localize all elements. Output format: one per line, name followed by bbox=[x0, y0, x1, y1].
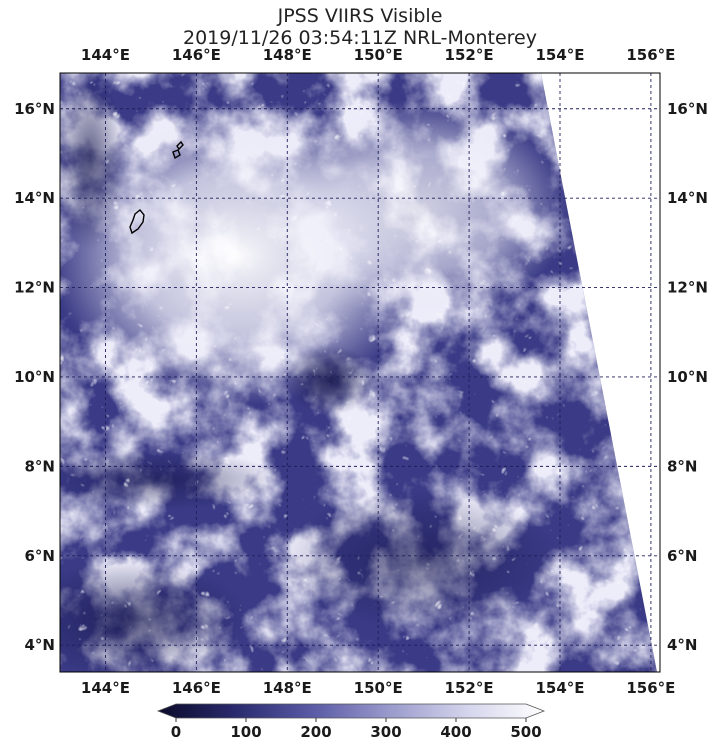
longitude-label-top: 152°E bbox=[445, 46, 494, 64]
longitude-label-bottom: 148°E bbox=[263, 679, 312, 697]
longitude-labels-bottom: 144°E 146°E 148°E 150°E 152°E 154°E 156°E bbox=[81, 679, 676, 697]
latitude-label-right: 10°N bbox=[667, 368, 708, 386]
longitude-labels-top: 144°E 146°E 148°E 150°E 152°E 154°E 156°E bbox=[81, 46, 676, 64]
longitude-label-bottom: 144°E bbox=[81, 679, 130, 697]
saipan-outline bbox=[176, 140, 184, 151]
longitude-label-bottom: 150°E bbox=[354, 679, 403, 697]
colorbar-tick-label: 500 bbox=[510, 723, 541, 741]
latitude-label-right: 12°N bbox=[667, 279, 708, 297]
latitude-label-right: 14°N bbox=[667, 189, 708, 207]
latitude-label-left: 12°N bbox=[14, 279, 55, 297]
longitude-label-top: 154°E bbox=[535, 46, 584, 64]
colorbar-tick-label: 100 bbox=[230, 723, 261, 741]
colorbar-tick-label: 300 bbox=[370, 723, 401, 741]
latitude-label-left: 8°N bbox=[25, 457, 56, 475]
rota-outline bbox=[172, 149, 181, 160]
longitude-label-top: 146°E bbox=[172, 46, 221, 64]
image-subtitle: 2019/11/26 03:54:11Z NRL-Monterey bbox=[183, 27, 537, 49]
colorbar-tick-label: 400 bbox=[440, 723, 471, 741]
latitude-label-left: 14°N bbox=[14, 189, 55, 207]
latitude-label-left: 16°N bbox=[14, 100, 55, 118]
latitude-label-right: 4°N bbox=[667, 636, 698, 654]
longitude-label-top: 148°E bbox=[263, 46, 312, 64]
colorbar-tick-label: 0 bbox=[171, 723, 181, 741]
latitude-label-right: 16°N bbox=[667, 100, 708, 118]
image-title: JPSS VIIRS Visible bbox=[277, 5, 443, 27]
latitude-labels-right: 16°N 14°N 12°N 10°N 8°N 6°N 4°N bbox=[667, 100, 708, 654]
latitude-label-left: 10°N bbox=[14, 368, 55, 386]
colorbar-bar bbox=[156, 703, 546, 719]
longitude-label-top: 144°E bbox=[81, 46, 130, 64]
longitude-label-top: 156°E bbox=[626, 46, 675, 64]
longitude-label-top: 150°E bbox=[354, 46, 403, 64]
guam-outline bbox=[129, 209, 145, 235]
satellite-swath bbox=[60, 73, 657, 672]
latitude-label-left: 4°N bbox=[25, 636, 56, 654]
colorbar: 0 100 200 300 400 500 bbox=[156, 703, 546, 741]
longitude-label-bottom: 154°E bbox=[535, 679, 584, 697]
longitude-label-bottom: 156°E bbox=[626, 679, 675, 697]
island-outlines bbox=[129, 140, 184, 235]
latitude-labels-left: 16°N 14°N 12°N 10°N 8°N 6°N 4°N bbox=[14, 100, 55, 654]
longitude-label-bottom: 152°E bbox=[445, 679, 494, 697]
latitude-label-left: 6°N bbox=[25, 547, 56, 565]
latitude-label-right: 8°N bbox=[667, 457, 698, 475]
map-frame bbox=[59, 72, 661, 673]
latitude-label-right: 6°N bbox=[667, 547, 698, 565]
colorbar-tick-label: 200 bbox=[300, 723, 331, 741]
longitude-label-bottom: 146°E bbox=[172, 679, 221, 697]
colorbar-ticks: 0 100 200 300 400 500 bbox=[171, 718, 542, 741]
graticule bbox=[60, 73, 660, 672]
